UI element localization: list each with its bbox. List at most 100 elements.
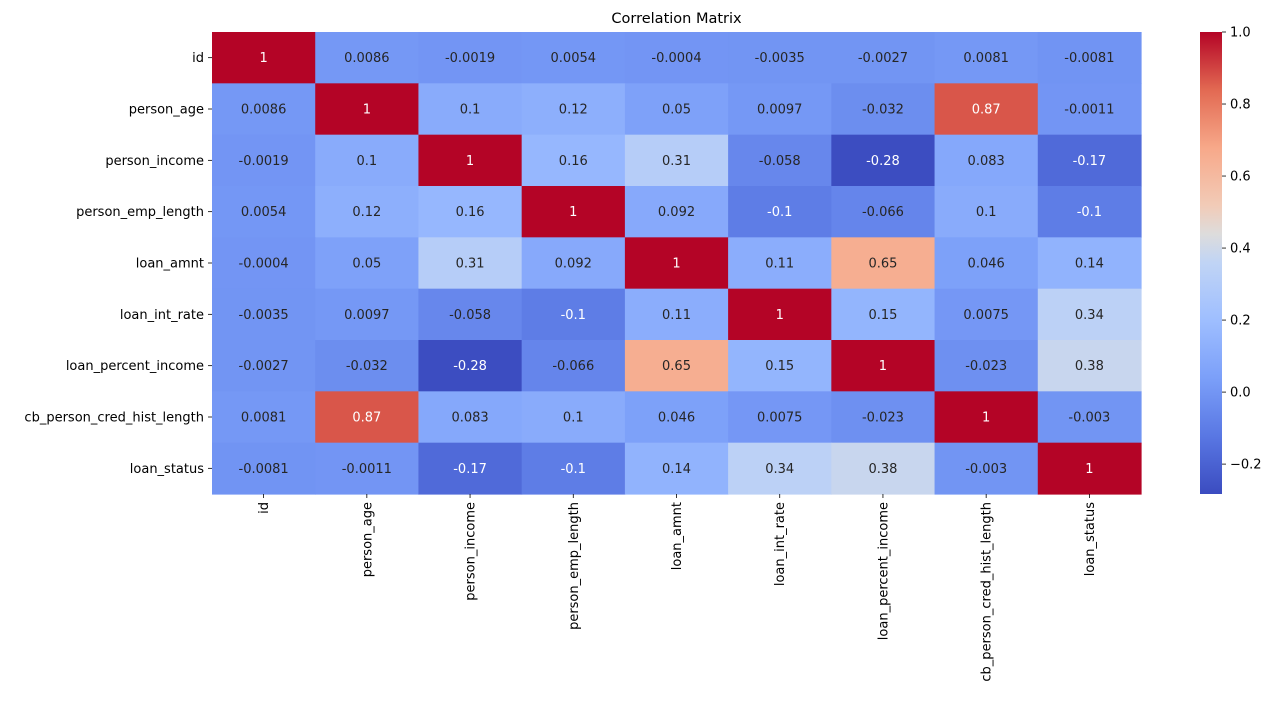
x-tick-label: loan_percent_income xyxy=(876,502,891,640)
cell-value-label: -0.003 xyxy=(1068,411,1110,426)
cell-value-label: -0.0081 xyxy=(1064,51,1114,66)
heatmap-cell: 1 xyxy=(521,186,626,238)
cell-value-label: 1 xyxy=(1085,462,1093,477)
heatmap-cell: -0.0027 xyxy=(831,32,936,84)
heatmap-cell-rect xyxy=(934,442,1039,495)
heatmap-cell-rect xyxy=(934,391,1039,444)
cell-value-label: 0.65 xyxy=(662,359,691,374)
heatmap-cell-rect xyxy=(831,391,936,444)
heatmap-cell: 0.0086 xyxy=(212,83,316,136)
heatmap-cell-rect xyxy=(418,83,523,136)
x-axis-ticks: id person_age person_income person_emp_leng… xyxy=(257,494,1098,682)
x-tick-label: person_age xyxy=(360,502,375,577)
cell-value-label: -0.1 xyxy=(1077,205,1102,220)
heatmap-cell-rect xyxy=(315,288,420,341)
x-tick-label: person_emp_length xyxy=(567,502,582,630)
colorbar-tick-label: 0.6 xyxy=(1230,170,1251,185)
cell-value-label: 0.05 xyxy=(662,103,691,118)
cell-value-label: 0.31 xyxy=(662,154,691,169)
chart-title: Correlation Matrix xyxy=(611,11,742,27)
heatmap-cell: 0.65 xyxy=(831,237,936,290)
heatmap-cell: -0.1 xyxy=(521,288,626,341)
heatmap-cell: -0.0011 xyxy=(1037,83,1142,136)
heatmap-cell-rect xyxy=(831,288,936,341)
heatmap-cell-rect xyxy=(418,340,523,392)
heatmap-cell: 0.16 xyxy=(418,186,523,238)
heatmap-cell-rect xyxy=(934,288,1039,341)
heatmap-cell-rect xyxy=(728,391,832,444)
heatmap-cell: 0.092 xyxy=(521,237,626,290)
heatmap-cell: 0.1 xyxy=(521,391,626,444)
heatmap-cell-rect xyxy=(728,32,832,84)
heatmap-cell: -0.0004 xyxy=(212,237,316,290)
heatmap-cell: 0.0075 xyxy=(934,288,1039,341)
x-tick-label: id xyxy=(257,502,272,514)
cell-value-label: -0.28 xyxy=(866,154,900,169)
cell-value-label: 0.0081 xyxy=(241,411,287,426)
heatmap-cell-rect xyxy=(521,32,626,84)
cell-value-label: -0.0027 xyxy=(858,51,908,66)
cell-value-label: 0.34 xyxy=(1075,308,1104,323)
colorbar-tick-label: 0.8 xyxy=(1230,98,1251,113)
heatmap-cell: 0.0097 xyxy=(315,288,420,341)
heatmap-cell-rect xyxy=(831,83,936,136)
heatmap-cell: 0.12 xyxy=(315,186,420,238)
heatmap-cell-rect xyxy=(1037,391,1142,444)
heatmap-cell: 0.15 xyxy=(831,288,936,341)
heatmap-cell-rect xyxy=(728,83,832,136)
cell-value-label: -0.058 xyxy=(759,154,801,169)
heatmap-cell: -0.1 xyxy=(728,186,832,238)
heatmap-cell-rect xyxy=(521,134,626,187)
cell-value-label: 1 xyxy=(776,308,784,323)
cell-value-label: -0.003 xyxy=(965,462,1007,477)
heatmap-cell: 0.11 xyxy=(728,237,832,290)
heatmap-cell: 0.12 xyxy=(521,83,626,136)
cell-value-label: 0.11 xyxy=(765,257,794,272)
heatmap-cell-rect xyxy=(315,442,420,495)
heatmap-cell-rect xyxy=(728,288,832,341)
cell-value-label: 1 xyxy=(569,205,577,220)
heatmap-cell-rect xyxy=(418,237,523,290)
heatmap-cell: 0.65 xyxy=(624,340,729,392)
colorbar-tick-label: −0.2 xyxy=(1230,458,1262,473)
cell-value-label: 0.34 xyxy=(765,462,794,477)
cell-value-label: 0.1 xyxy=(976,205,997,220)
cell-value-label: 0.0086 xyxy=(344,51,390,66)
cell-value-label: 0.0075 xyxy=(757,411,803,426)
heatmap-cell: 0.31 xyxy=(418,237,523,290)
heatmap-cell: 0.05 xyxy=(624,83,729,136)
cell-value-label: -0.1 xyxy=(561,308,586,323)
heatmap-cell-rect xyxy=(1037,442,1142,495)
heatmap-cell-rect xyxy=(212,442,316,495)
heatmap-cell: -0.0019 xyxy=(418,32,523,84)
heatmap-cell-rect xyxy=(1037,186,1142,238)
heatmap-cell-rect xyxy=(728,134,832,187)
cell-value-label: 0.0081 xyxy=(963,51,1009,66)
cell-value-label: -0.032 xyxy=(346,359,388,374)
cell-value-label: -0.066 xyxy=(862,205,904,220)
cell-value-label: 0.16 xyxy=(559,154,588,169)
heatmap-cell: 0.1 xyxy=(315,134,420,187)
cell-value-label: 1 xyxy=(466,154,474,169)
heatmap-cell-rect xyxy=(418,391,523,444)
cell-value-label: -0.0011 xyxy=(1064,103,1114,118)
heatmap-cell-rect xyxy=(212,32,316,84)
cell-value-label: 0.1 xyxy=(563,411,584,426)
y-tick-label: loan_amnt xyxy=(136,257,204,272)
heatmap-cell-rect xyxy=(1037,340,1142,392)
cell-value-label: 0.0054 xyxy=(551,51,597,66)
heatmap-cell: 0.046 xyxy=(934,237,1039,290)
heatmap-cell: 1 xyxy=(831,340,936,392)
heatmap-cell-rect xyxy=(418,32,523,84)
heatmap-cell-rect xyxy=(728,237,832,290)
cell-value-label: 0.046 xyxy=(658,411,695,426)
heatmap-cell: -0.066 xyxy=(831,186,936,238)
cell-value-label: 0.31 xyxy=(456,257,485,272)
heatmap-cell: -0.058 xyxy=(418,288,523,341)
heatmap-cell: 1 xyxy=(212,32,316,84)
cell-value-label: 1 xyxy=(982,411,990,426)
heatmap-cell-rect xyxy=(624,288,729,341)
heatmap-cell: 1 xyxy=(624,237,729,290)
heatmap-cell-rect xyxy=(624,442,729,495)
